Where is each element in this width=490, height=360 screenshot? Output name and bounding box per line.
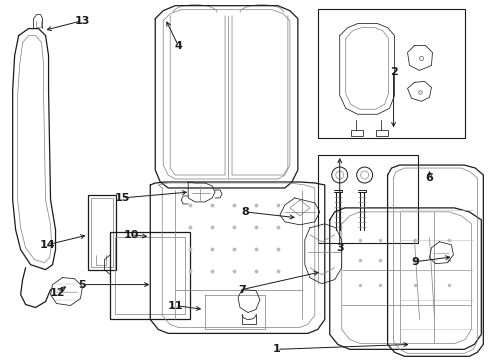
Bar [92, 198, 113, 267]
Text: 2: 2 [390, 67, 397, 77]
Bar [376, 130, 388, 136]
Text: 4: 4 [174, 41, 182, 50]
Bar [318, 155, 417, 243]
Text: 10: 10 [123, 230, 139, 240]
Text: 5: 5 [79, 280, 86, 289]
Text: 12: 12 [50, 288, 65, 298]
Text: 7: 7 [238, 284, 246, 294]
Text: 8: 8 [241, 207, 249, 217]
Text: 9: 9 [412, 257, 419, 267]
Bar [115, 237, 185, 315]
Text: 1: 1 [273, 345, 281, 354]
Bar [89, 195, 116, 270]
Text: 13: 13 [75, 15, 90, 26]
Text: 15: 15 [115, 193, 130, 203]
Text: 6: 6 [425, 173, 434, 183]
Bar [318, 9, 466, 138]
Text: 14: 14 [40, 240, 55, 250]
Text: 11: 11 [168, 301, 183, 311]
Text: 3: 3 [336, 243, 343, 253]
Bar [110, 232, 190, 319]
Bar [351, 130, 363, 136]
